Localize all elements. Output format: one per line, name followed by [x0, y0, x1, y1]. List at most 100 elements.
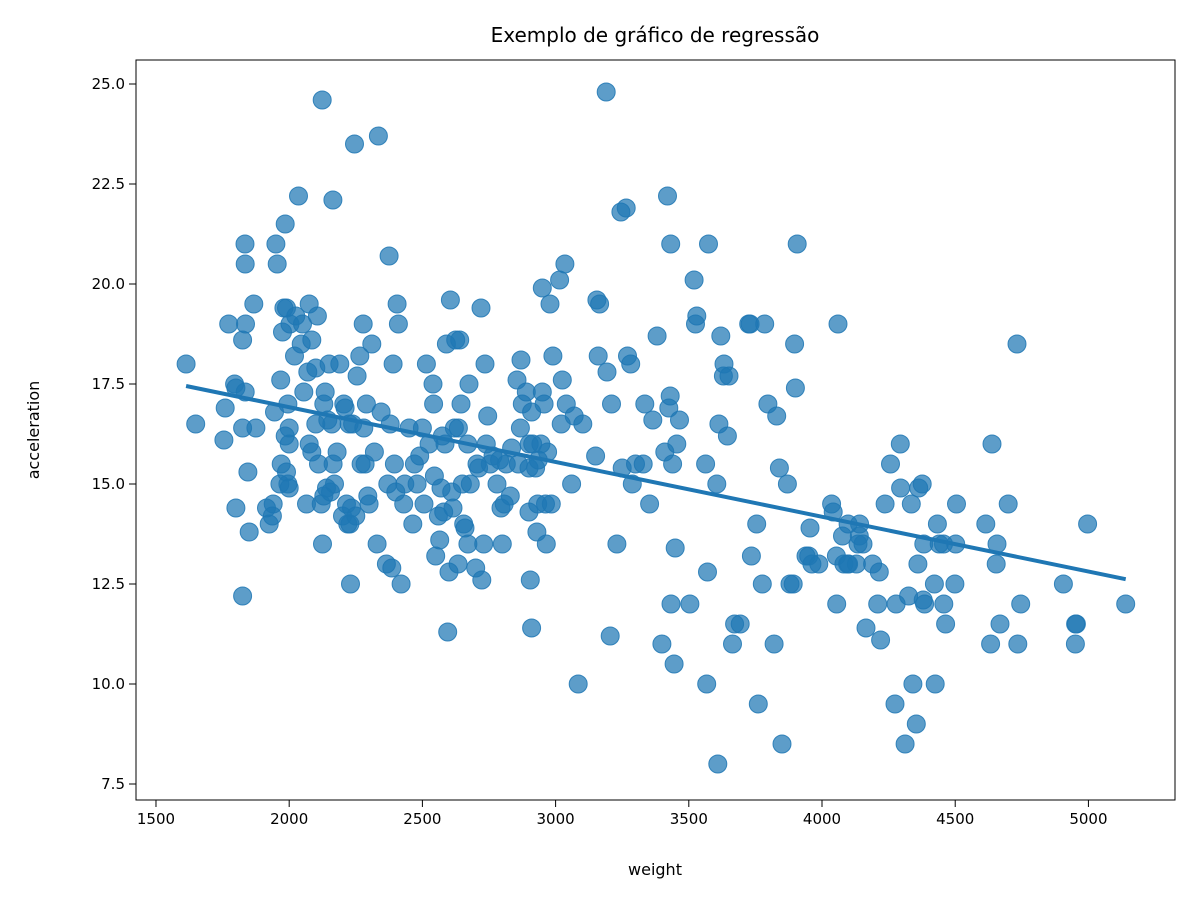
data-point: [573, 414, 593, 434]
data-point: [383, 354, 403, 374]
data-point: [586, 446, 606, 466]
data-point: [532, 278, 552, 298]
data-point: [186, 414, 206, 434]
data-point: [550, 270, 570, 290]
data-point: [263, 494, 283, 514]
data-point: [827, 594, 847, 614]
y-tick-label: 12.5: [92, 575, 125, 593]
data-point: [607, 534, 627, 554]
data-point: [927, 514, 947, 534]
data-point: [568, 674, 588, 694]
data-point: [279, 478, 299, 498]
data-point: [522, 618, 542, 638]
data-point: [687, 306, 707, 326]
data-point: [327, 442, 347, 462]
data-point: [239, 522, 259, 542]
data-point: [658, 186, 677, 206]
plot-frame: [135, 59, 1176, 801]
data-point: [785, 378, 805, 398]
data-point: [633, 454, 653, 474]
data-point: [279, 434, 299, 454]
data-point: [345, 134, 364, 154]
data-point: [387, 294, 407, 314]
data-point: [347, 366, 367, 386]
data-point: [1007, 334, 1027, 354]
data-point: [747, 514, 767, 534]
data-point: [450, 330, 470, 350]
data-point: [981, 634, 1001, 654]
data-point: [895, 734, 915, 754]
y-tick-label: 20.0: [92, 275, 125, 293]
data-point: [271, 370, 291, 390]
data-point: [730, 614, 750, 634]
data-point: [986, 554, 1006, 574]
data-point: [945, 574, 965, 594]
data-point: [293, 314, 312, 334]
data-point: [1116, 594, 1136, 614]
data-point: [697, 674, 717, 694]
data-point: [552, 370, 572, 390]
data-point: [1011, 594, 1031, 614]
data-point: [471, 298, 491, 318]
data-point: [707, 474, 727, 494]
data-point: [407, 474, 427, 494]
data-point: [982, 434, 1002, 454]
data-point: [885, 694, 905, 714]
data-point: [458, 534, 478, 554]
data-point: [520, 570, 540, 590]
data-point: [536, 534, 556, 554]
data-point: [323, 190, 343, 210]
data-point: [294, 382, 314, 402]
data-point: [652, 634, 672, 654]
data-point: [767, 406, 787, 426]
data-point: [475, 354, 495, 374]
data-point: [925, 674, 945, 694]
data-point: [752, 574, 772, 594]
data-point: [543, 346, 563, 366]
data-point: [635, 394, 655, 414]
data-point: [800, 518, 820, 538]
data-point: [748, 694, 768, 714]
data-point: [868, 594, 888, 614]
data-point: [440, 290, 460, 310]
data-point: [459, 374, 479, 394]
data-point: [665, 538, 685, 558]
data-point: [661, 234, 681, 254]
data-point: [492, 534, 512, 554]
data-point: [426, 546, 446, 566]
data-point: [313, 534, 332, 554]
data-point: [664, 654, 684, 674]
data-point: [890, 434, 910, 454]
data-point: [976, 514, 996, 534]
data-point: [226, 498, 246, 518]
data-point: [478, 406, 498, 426]
data-point: [924, 574, 944, 594]
regression-line: [185, 384, 1127, 582]
data-point: [936, 614, 956, 634]
data-point: [279, 418, 299, 438]
data-point: [236, 314, 255, 334]
axis-ticks: 1500 2000 2500 3000 3500 4000 4500 5000 7.5 10.0 1…: [92, 75, 1108, 828]
data-point: [1065, 634, 1085, 654]
data-point: [325, 474, 344, 494]
data-point: [856, 618, 876, 638]
data-point: [881, 454, 900, 474]
data-point: [680, 594, 700, 614]
y-tick-label: 15.0: [92, 475, 125, 493]
data-point: [346, 506, 366, 526]
data-point: [238, 462, 258, 482]
data-point: [1008, 634, 1028, 654]
data-point: [312, 90, 332, 110]
data-point: [785, 334, 805, 354]
data-point: [597, 362, 617, 382]
data-point: [382, 558, 402, 578]
data-point: [302, 330, 322, 350]
data-point: [394, 494, 414, 514]
data-point: [307, 306, 327, 326]
data-point: [424, 394, 444, 414]
data-point: [698, 562, 717, 582]
data-point: [214, 430, 234, 450]
data-point: [787, 234, 807, 254]
data-point: [660, 386, 680, 406]
data-point: [448, 418, 468, 438]
